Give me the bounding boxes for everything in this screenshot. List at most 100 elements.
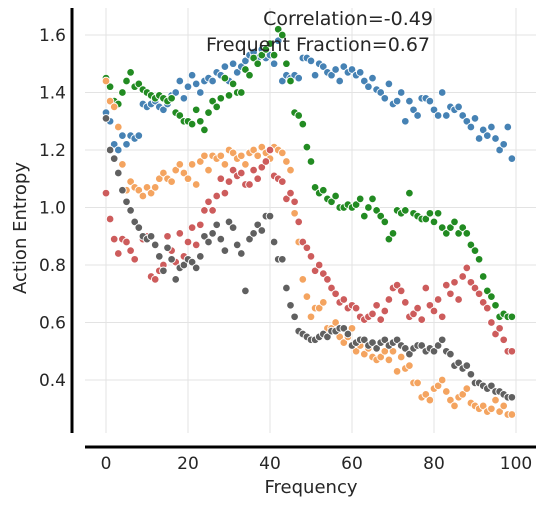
data-point bbox=[204, 237, 213, 247]
data-point bbox=[331, 191, 340, 201]
data-point bbox=[454, 358, 463, 368]
data-point bbox=[442, 387, 451, 396]
data-point bbox=[286, 165, 295, 175]
y-tick-label: 0.6 bbox=[39, 314, 66, 334]
data-point bbox=[286, 188, 295, 198]
data-point bbox=[159, 168, 168, 178]
data-point bbox=[401, 117, 410, 126]
data-point bbox=[204, 165, 213, 175]
data-point bbox=[249, 145, 258, 155]
data-point bbox=[425, 96, 435, 106]
data-point bbox=[150, 275, 160, 284]
data-point bbox=[347, 324, 357, 333]
data-point bbox=[458, 111, 467, 120]
data-point bbox=[478, 401, 488, 411]
data-point bbox=[388, 347, 398, 356]
data-point bbox=[138, 191, 148, 201]
data-point bbox=[220, 160, 230, 169]
data-point bbox=[380, 94, 390, 103]
data-point bbox=[433, 295, 443, 304]
data-point bbox=[187, 257, 197, 267]
data-point bbox=[380, 217, 390, 227]
data-point bbox=[376, 315, 385, 324]
data-point bbox=[183, 237, 193, 247]
correlation-annotation: Correlation=-0.49 bbox=[263, 8, 433, 30]
data-point bbox=[425, 301, 435, 310]
x-tick-labels: 0 20 40 60 80 100 bbox=[101, 454, 533, 474]
data-point bbox=[458, 272, 467, 281]
series-0 bbox=[101, 36, 517, 163]
data-point bbox=[437, 88, 447, 97]
data-point bbox=[409, 309, 418, 319]
data-point bbox=[487, 292, 496, 301]
data-point bbox=[196, 220, 205, 230]
data-point bbox=[245, 234, 254, 244]
data-point bbox=[257, 226, 267, 235]
data-point bbox=[298, 237, 308, 247]
data-point bbox=[310, 266, 320, 276]
data-point bbox=[118, 185, 127, 195]
data-point bbox=[417, 341, 426, 350]
data-point bbox=[269, 59, 279, 68]
data-point bbox=[175, 229, 185, 238]
data-point bbox=[134, 185, 144, 195]
data-point bbox=[323, 275, 332, 284]
data-point bbox=[409, 105, 418, 115]
data-point bbox=[405, 188, 414, 198]
y-axis-label: Action Entropy bbox=[10, 162, 31, 294]
data-point bbox=[437, 223, 447, 232]
data-point bbox=[372, 301, 381, 310]
data-point bbox=[446, 223, 455, 232]
data-point bbox=[384, 355, 394, 365]
data-point bbox=[327, 197, 336, 207]
data-point bbox=[216, 234, 226, 244]
data-point bbox=[466, 122, 476, 132]
data-point bbox=[101, 76, 111, 86]
data-point bbox=[200, 125, 209, 135]
data-point bbox=[237, 88, 246, 97]
data-point bbox=[454, 229, 463, 238]
y-tick-labels: 0.4 0.6 0.8 1.0 1.2 1.4 1.6 bbox=[39, 26, 66, 391]
data-point bbox=[191, 240, 201, 250]
y-tick-label: 1.6 bbox=[39, 26, 66, 46]
y-tick-label: 0.8 bbox=[39, 256, 66, 276]
data-point bbox=[150, 183, 160, 192]
data-point bbox=[228, 165, 238, 175]
data-point bbox=[278, 148, 287, 158]
data-point bbox=[380, 335, 390, 345]
data-point bbox=[433, 209, 443, 218]
data-point bbox=[105, 96, 115, 106]
data-point bbox=[278, 255, 287, 264]
data-point bbox=[216, 151, 226, 161]
data-point bbox=[179, 260, 189, 270]
data-point bbox=[183, 82, 193, 91]
data-point bbox=[331, 65, 340, 74]
data-point bbox=[228, 79, 238, 89]
data-point bbox=[351, 303, 361, 313]
data-point bbox=[380, 347, 390, 356]
data-point bbox=[228, 59, 238, 68]
data-point bbox=[458, 390, 467, 399]
data-point bbox=[355, 68, 365, 77]
data-point bbox=[216, 174, 226, 183]
data-point bbox=[360, 211, 369, 221]
data-point bbox=[208, 96, 217, 106]
data-point bbox=[396, 352, 406, 362]
data-point bbox=[134, 131, 144, 140]
data-point bbox=[171, 88, 180, 97]
data-point bbox=[232, 68, 242, 77]
data-point bbox=[331, 289, 340, 299]
data-point bbox=[191, 263, 201, 273]
data-point bbox=[130, 255, 139, 264]
data-point bbox=[433, 341, 443, 350]
data-point bbox=[405, 349, 414, 359]
data-point bbox=[294, 73, 303, 83]
data-point bbox=[249, 165, 258, 175]
data-point bbox=[282, 157, 291, 166]
data-point bbox=[212, 191, 221, 201]
data-point bbox=[478, 272, 488, 281]
data-point bbox=[487, 381, 496, 391]
data-point bbox=[474, 289, 484, 299]
data-point bbox=[278, 76, 287, 86]
